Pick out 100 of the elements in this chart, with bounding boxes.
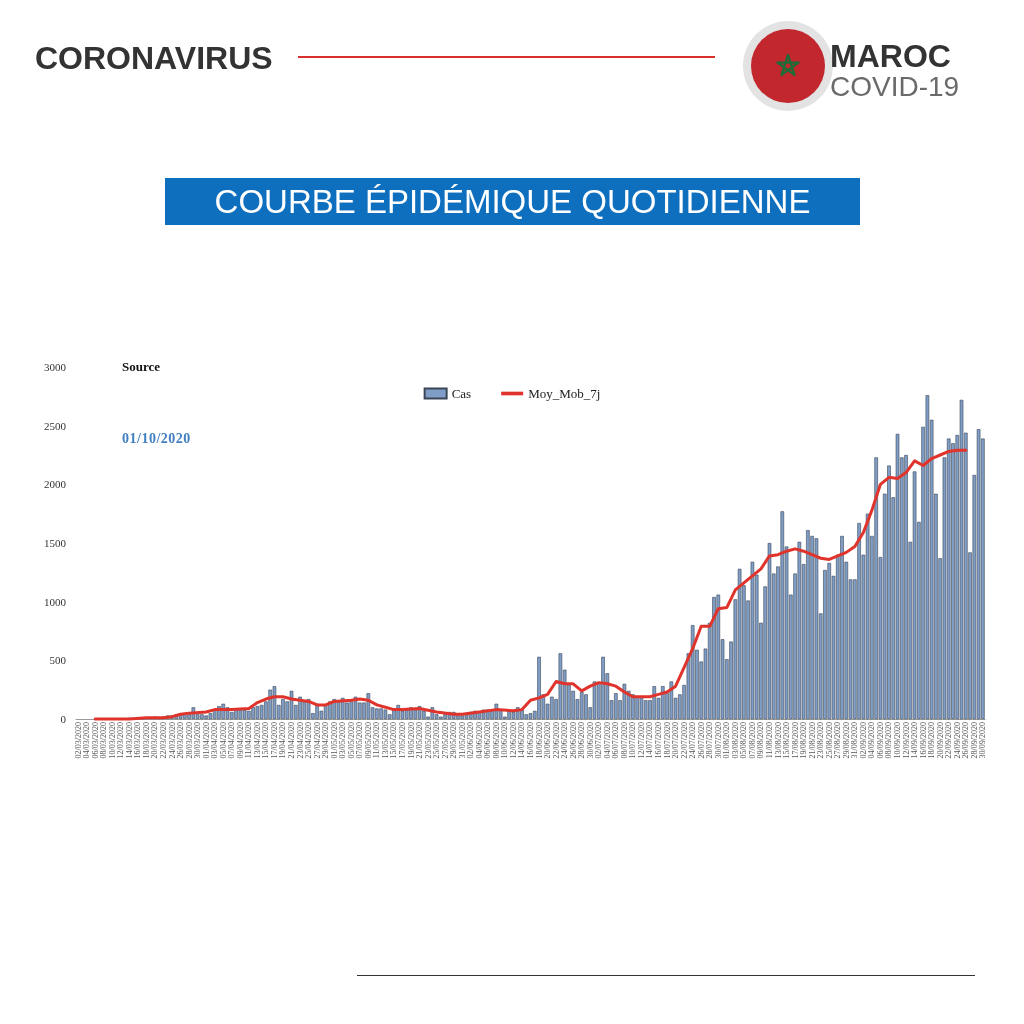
x-tick-label: 17/04/2020 <box>269 722 279 759</box>
x-tick-label: 07/05/2020 <box>355 722 365 759</box>
x-tick-label: 22/03/2020 <box>158 722 168 759</box>
x-tick-label: 19/04/2020 <box>278 722 288 759</box>
x-tick-label: 03/04/2020 <box>210 722 220 759</box>
x-tick-label: 22/06/2020 <box>551 722 561 759</box>
legend-label: Cas <box>451 386 472 401</box>
x-tick-label: 29/04/2020 <box>321 722 331 759</box>
x-tick-label: 28/07/2020 <box>705 722 715 759</box>
x-tick-label: 27/08/2020 <box>833 722 843 759</box>
x-tick-label: 17/05/2020 <box>397 722 407 759</box>
x-tick-label: 15/08/2020 <box>782 722 792 759</box>
x-tick-label: 25/04/2020 <box>304 722 314 759</box>
x-tick-label: 23/08/2020 <box>816 722 826 759</box>
y-tick-label: 500 <box>49 654 67 667</box>
x-tick-label: 26/06/2020 <box>568 722 578 759</box>
x-tick-label: 30/09/2020 <box>978 722 988 759</box>
x-tick-label: 22/09/2020 <box>944 722 954 759</box>
x-tick-label: 18/07/2020 <box>662 722 672 759</box>
x-tick-label: 15/05/2020 <box>389 722 399 759</box>
x-tick-label: 04/03/2020 <box>82 722 92 759</box>
x-tick-label: 25/05/2020 <box>432 722 442 759</box>
x-tick-label: 03/08/2020 <box>730 722 740 759</box>
x-tick-label: 18/06/2020 <box>534 722 544 759</box>
x-tick-label: 30/07/2020 <box>713 722 723 759</box>
y-tick-label: 0 <box>60 713 67 725</box>
x-tick-label: 02/06/2020 <box>466 722 476 759</box>
x-tick-label: 27/04/2020 <box>312 722 322 759</box>
x-tick-label: 21/08/2020 <box>807 722 817 759</box>
x-tick-label: 13/05/2020 <box>380 722 390 759</box>
x-tick-label: 03/05/2020 <box>338 722 348 759</box>
x-tick-label: 04/09/2020 <box>867 722 877 759</box>
x-tick-label: 18/03/2020 <box>141 722 151 759</box>
x-tick-label: 28/06/2020 <box>577 722 587 759</box>
x-tick-label: 13/08/2020 <box>773 722 783 759</box>
x-tick-label: 28/09/2020 <box>969 722 979 759</box>
x-tick-label: 07/04/2020 <box>227 722 237 759</box>
x-tick-label: 20/06/2020 <box>543 722 553 759</box>
annotation: 01/10/2020 <box>122 431 191 447</box>
x-tick-label: 16/03/2020 <box>133 722 143 759</box>
x-tick-label: 24/07/2020 <box>688 722 698 759</box>
x-tick-label: 12/03/2020 <box>116 722 126 759</box>
x-tick-label: 20/09/2020 <box>935 722 945 759</box>
x-tick-label: 01/04/2020 <box>201 722 211 759</box>
x-tick-label: 24/09/2020 <box>952 722 962 759</box>
x-tick-label: 14/09/2020 <box>910 722 920 759</box>
x-tick-label: 31/05/2020 <box>457 722 467 759</box>
x-tick-label: 19/08/2020 <box>799 722 809 759</box>
x-tick-label: 04/06/2020 <box>474 722 484 759</box>
y-tick-label: 2000 <box>44 478 67 491</box>
x-tick-label: 02/03/2020 <box>73 722 83 759</box>
x-tick-label: 23/05/2020 <box>423 722 433 759</box>
x-tick-label: 27/05/2020 <box>440 722 450 759</box>
x-tick-label: 26/09/2020 <box>961 722 971 759</box>
x-tick-label: 24/03/2020 <box>167 722 177 759</box>
x-tick-label: 04/07/2020 <box>602 722 612 759</box>
x-tick-label: 09/04/2020 <box>235 722 245 759</box>
y-tick-label: 2500 <box>44 419 67 432</box>
x-tick-label: 12/09/2020 <box>901 722 911 759</box>
x-tick-label: 06/09/2020 <box>875 722 885 759</box>
x-tick-label: 08/09/2020 <box>884 722 894 759</box>
chart-title: COURBE ÉPIDÉMIQUE QUOTIDIENNE <box>165 178 860 225</box>
x-tick-label: 10/06/2020 <box>500 722 510 759</box>
x-tick-label: 07/08/2020 <box>747 722 757 759</box>
x-tick-label: 14/07/2020 <box>645 722 655 759</box>
x-tick-label: 09/08/2020 <box>756 722 766 759</box>
x-tick-label: 12/06/2020 <box>508 722 518 759</box>
y-tick-label: 1000 <box>44 595 67 608</box>
x-tick-label: 17/08/2020 <box>790 722 800 759</box>
x-tick-label: 16/07/2020 <box>654 722 664 759</box>
x-tick-label: 01/05/2020 <box>329 722 339 759</box>
x-tick-label: 28/03/2020 <box>184 722 194 759</box>
x-tick-label: 01/08/2020 <box>722 722 732 759</box>
x-tick-label: 25/08/2020 <box>824 722 834 759</box>
x-tick-label: 11/04/2020 <box>244 722 254 759</box>
legend-label: Moy_Mob_7j <box>528 386 601 401</box>
x-tick-label: 12/07/2020 <box>636 722 646 759</box>
x-tick-label: 06/06/2020 <box>483 722 493 759</box>
x-tick-label: 30/03/2020 <box>193 722 203 759</box>
x-tick-label: 22/07/2020 <box>679 722 689 759</box>
x-tick-label: 19/05/2020 <box>406 722 416 759</box>
x-tick-label: 21/04/2020 <box>287 722 297 759</box>
x-tick-label: 02/07/2020 <box>594 722 604 759</box>
x-tick-label: 11/08/2020 <box>764 722 774 759</box>
x-tick-label: 10/07/2020 <box>628 722 638 759</box>
x-tick-label: 08/06/2020 <box>491 722 501 759</box>
x-tick-label: 26/03/2020 <box>176 722 186 759</box>
x-tick-label: 29/05/2020 <box>449 722 459 759</box>
x-tick-label: 24/06/2020 <box>560 722 570 759</box>
x-tick-label: 18/09/2020 <box>927 722 937 759</box>
x-tick-label: 14/06/2020 <box>517 722 527 759</box>
x-tick-label: 06/07/2020 <box>611 722 621 759</box>
x-tick-label: 16/09/2020 <box>918 722 928 759</box>
x-tick-label: 05/04/2020 <box>218 722 228 759</box>
x-tick-label: 10/03/2020 <box>107 722 117 759</box>
x-tick-label: 13/04/2020 <box>252 722 262 759</box>
x-tick-label: 21/05/2020 <box>415 722 425 759</box>
x-tick-label: 05/05/2020 <box>346 722 356 759</box>
x-tick-label: 30/06/2020 <box>585 722 595 759</box>
x-tick-label: 08/07/2020 <box>619 722 629 759</box>
